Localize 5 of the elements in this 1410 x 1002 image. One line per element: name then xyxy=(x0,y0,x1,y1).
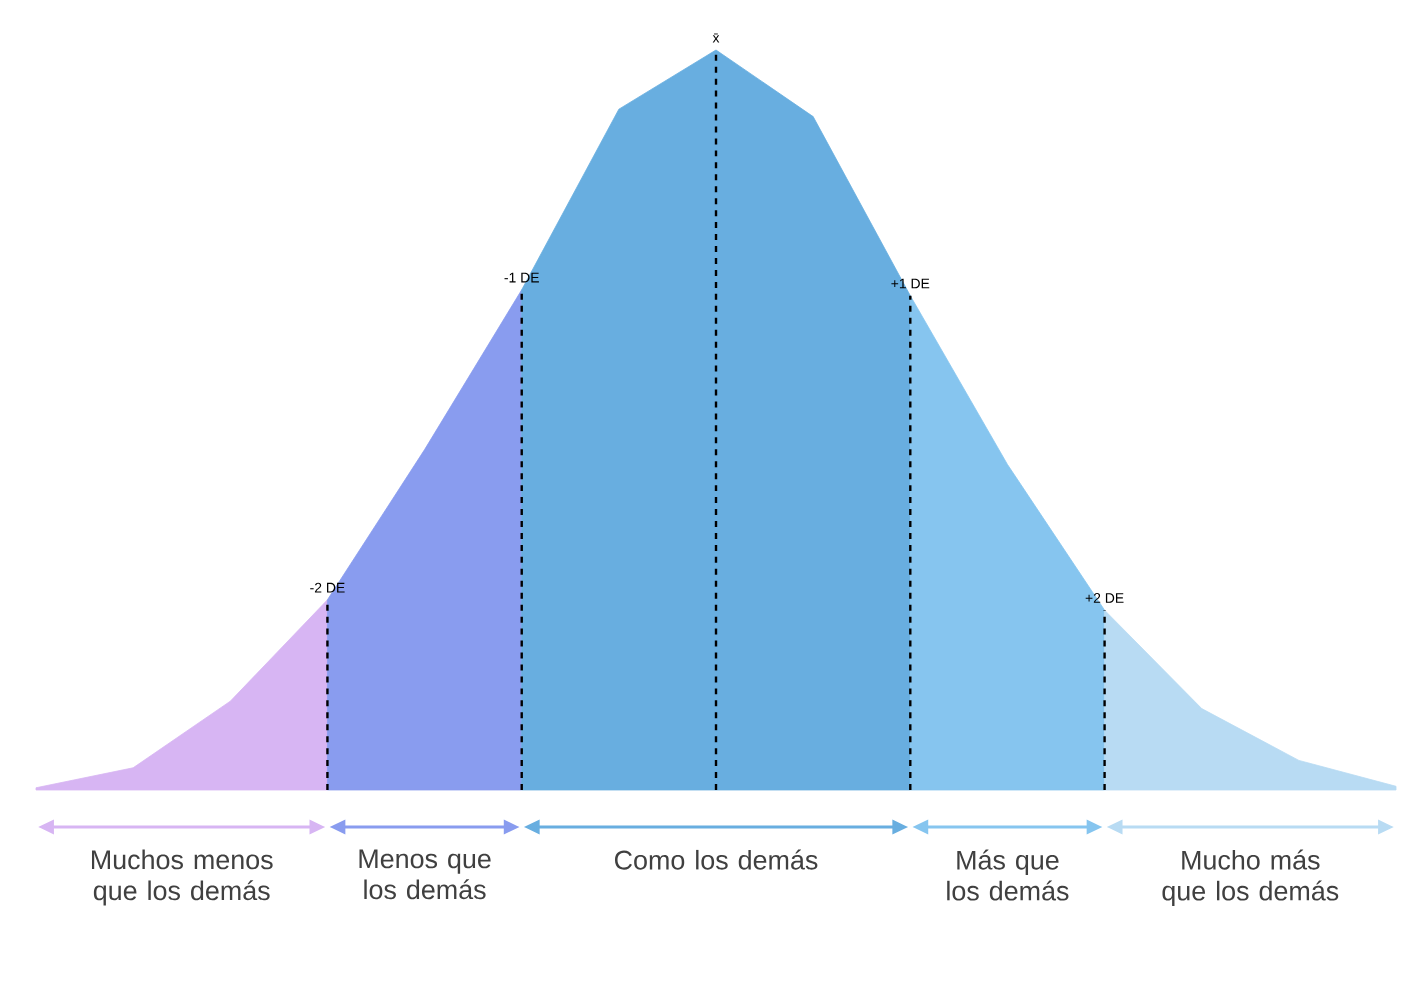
legend-label: Más que los demás xyxy=(947,849,1069,901)
text: Muchos menos que los demás xyxy=(91,849,273,906)
text: Mucho más que los demás xyxy=(1162,849,1339,906)
legend-label: Menos que los demás xyxy=(359,849,491,900)
text: Como los demás xyxy=(614,849,818,870)
